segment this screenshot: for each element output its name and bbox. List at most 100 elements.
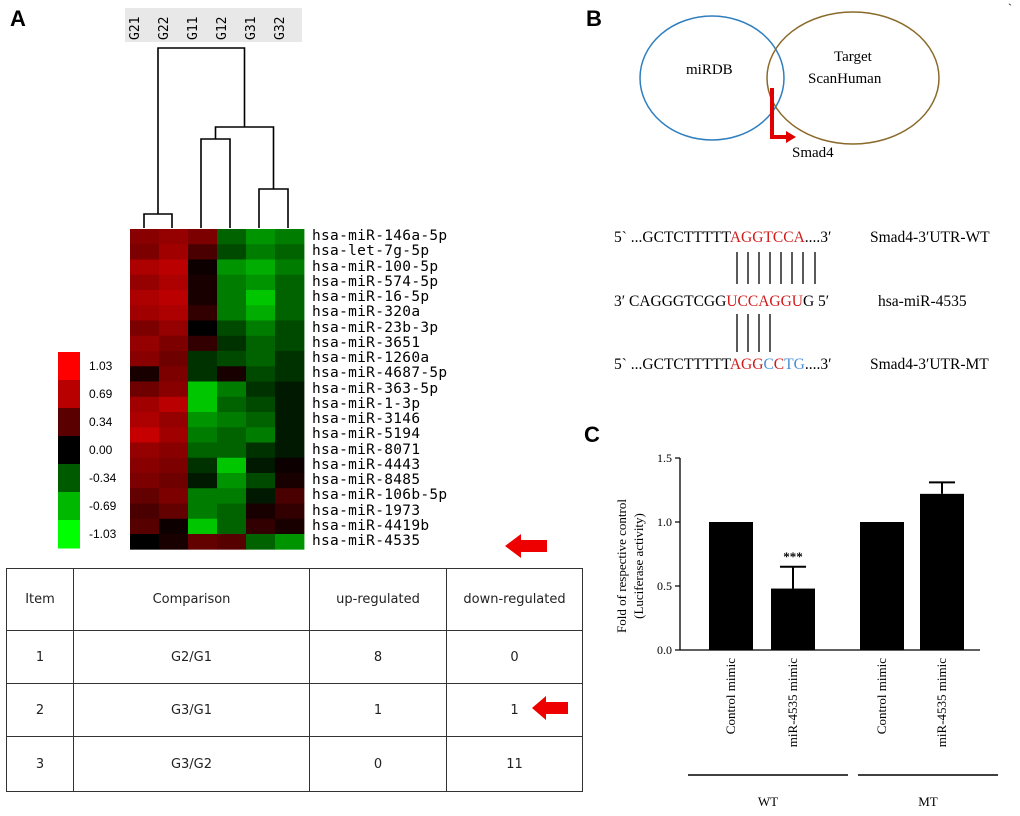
heatmap-cell bbox=[130, 244, 160, 260]
mirna-label: hsa-miR-3651 bbox=[312, 334, 421, 351]
color-scale-swatch bbox=[58, 352, 80, 381]
heatmap-cell bbox=[130, 274, 160, 291]
table-cell: 2 bbox=[6, 683, 74, 737]
significance-label: *** bbox=[783, 549, 803, 564]
comparison-table: Item Comparison up-regulated down-regula… bbox=[6, 568, 583, 792]
heatmap-cell bbox=[188, 305, 218, 321]
venn-arrowhead-icon bbox=[786, 131, 796, 143]
header-up-regulated: up-regulated bbox=[309, 568, 447, 631]
heatmap-cell bbox=[159, 503, 189, 520]
heatmap-cell bbox=[159, 396, 189, 413]
panel-c-label: C bbox=[584, 422, 600, 447]
heatmap-cell bbox=[246, 351, 276, 367]
heatmap-cell bbox=[275, 396, 305, 413]
heatmap-cell bbox=[188, 320, 218, 337]
heatmap-cell bbox=[130, 427, 160, 443]
seq-wt: 5` ...GCTCTTTTTAGGTCCA....3′ bbox=[614, 229, 831, 247]
mirna-label: hsa-miR-1-3p bbox=[312, 395, 421, 412]
heatmap-cell bbox=[130, 457, 160, 474]
svg-text:`: ` bbox=[1008, 1, 1012, 15]
heatmap-cell bbox=[188, 412, 218, 428]
y-tick-label: 0.0 bbox=[657, 643, 672, 657]
heatmap-cell bbox=[217, 320, 247, 337]
heatmap-cell bbox=[130, 534, 160, 550]
group-label: WT bbox=[758, 794, 778, 809]
color-scale-tick: 1.03 bbox=[89, 359, 113, 373]
heatmap-cell bbox=[159, 442, 189, 459]
x-tick-label: miR-4535 mimic bbox=[785, 658, 800, 747]
heatmap-cell bbox=[246, 412, 276, 428]
heatmap-cell bbox=[217, 427, 247, 443]
heatmap-cell bbox=[130, 473, 160, 489]
heatmap-cell bbox=[130, 305, 160, 321]
heatmap-cell bbox=[159, 473, 189, 489]
color-scale-tick: 0.34 bbox=[89, 415, 113, 429]
heatmap-cell bbox=[217, 534, 247, 550]
mirna-label: hsa-miR-1260a bbox=[312, 350, 430, 366]
table-header-row: Item Comparison up-regulated down-regula… bbox=[6, 568, 583, 631]
table-row: 2 G3/G1 1 1 bbox=[6, 683, 583, 737]
heatmap-cell bbox=[246, 381, 276, 398]
header-comparison: Comparison bbox=[73, 568, 310, 631]
heatmap-cell bbox=[275, 290, 305, 306]
heatmap-cell bbox=[188, 274, 218, 291]
dendrogram-branch bbox=[157, 47, 246, 214]
venn-circle-mirdb bbox=[639, 15, 785, 141]
mirna-label: hsa-miR-8071 bbox=[312, 441, 421, 458]
heatmap-cell bbox=[275, 305, 305, 321]
heatmap-cell bbox=[246, 488, 276, 504]
heatmap-cell bbox=[130, 488, 160, 504]
heatmap-cell bbox=[130, 259, 160, 276]
color-scale-tick: 0.69 bbox=[89, 387, 113, 401]
heatmap-cell bbox=[188, 366, 218, 382]
heatmap-cell bbox=[217, 229, 247, 245]
bar bbox=[771, 588, 815, 650]
heatmap-cell bbox=[159, 305, 189, 321]
header-down-regulated: down-regulated bbox=[446, 568, 583, 631]
table-cell: G3/G2 bbox=[73, 736, 310, 792]
seq-mt: 5` ...GCTCTTTTTAGGCCTG....3′ bbox=[614, 356, 831, 374]
seq-mir-seed: UCCAGGU bbox=[726, 293, 803, 310]
heatmap-cell bbox=[130, 442, 160, 459]
seq-mir-prefix: 3′ CAGGGTCGG bbox=[614, 293, 727, 310]
heatmap-cell bbox=[159, 457, 189, 474]
heatmap-cell bbox=[159, 351, 189, 367]
seq-mt-site-c: C bbox=[773, 356, 785, 373]
heatmap-cell bbox=[275, 457, 305, 474]
heatmap-cell bbox=[217, 381, 247, 398]
table-cell: 11 bbox=[446, 736, 583, 792]
seq-mt-site-a: AGG bbox=[729, 356, 764, 373]
mirna-label: hsa-miR-23b-3p bbox=[312, 319, 439, 336]
heatmap-cell bbox=[217, 488, 247, 504]
heatmap-cell bbox=[275, 274, 305, 291]
y-tick-label: 0.5 bbox=[657, 579, 672, 593]
heatmap-cell bbox=[217, 396, 247, 413]
sample-label: G22 bbox=[157, 17, 172, 40]
y-tick-label: 1.5 bbox=[657, 451, 672, 465]
mirna-label: hsa-miR-320a bbox=[312, 304, 421, 321]
table-highlight-arrow-icon bbox=[532, 696, 568, 720]
heatmap-cell bbox=[217, 366, 247, 382]
heatmap-cell bbox=[159, 366, 189, 382]
seq-mirna: 3′ CAGGGTCGGUCCAGGUG 5′ bbox=[614, 293, 829, 311]
heatmap-cell bbox=[188, 229, 218, 245]
heatmap-cell bbox=[246, 442, 276, 459]
heatmap-cell bbox=[159, 320, 189, 337]
panel-a-label: A bbox=[10, 6, 26, 31]
mirna-label: hsa-let-7g-5p bbox=[312, 243, 430, 260]
bar bbox=[920, 493, 964, 650]
venn-label-target: Target bbox=[834, 49, 872, 65]
heatmap-cell bbox=[246, 518, 276, 535]
heatmap-cell bbox=[188, 427, 218, 443]
heatmap-cell bbox=[246, 290, 276, 306]
table-cell: 0 bbox=[309, 736, 447, 792]
seq-mt-prefix: 5` ...GCTCTTTTT bbox=[614, 356, 730, 373]
heatmap-cell bbox=[275, 366, 305, 382]
table-row: 1 G2/G1 8 0 bbox=[6, 630, 583, 684]
table-cell: 1 bbox=[6, 630, 74, 684]
color-scale-swatch bbox=[58, 436, 80, 465]
heatmap-cell bbox=[188, 518, 218, 535]
heatmap-cell bbox=[188, 381, 218, 398]
heatmap-cell bbox=[188, 534, 218, 550]
chart-ylabel-line1: Fold of respective control bbox=[614, 499, 629, 633]
